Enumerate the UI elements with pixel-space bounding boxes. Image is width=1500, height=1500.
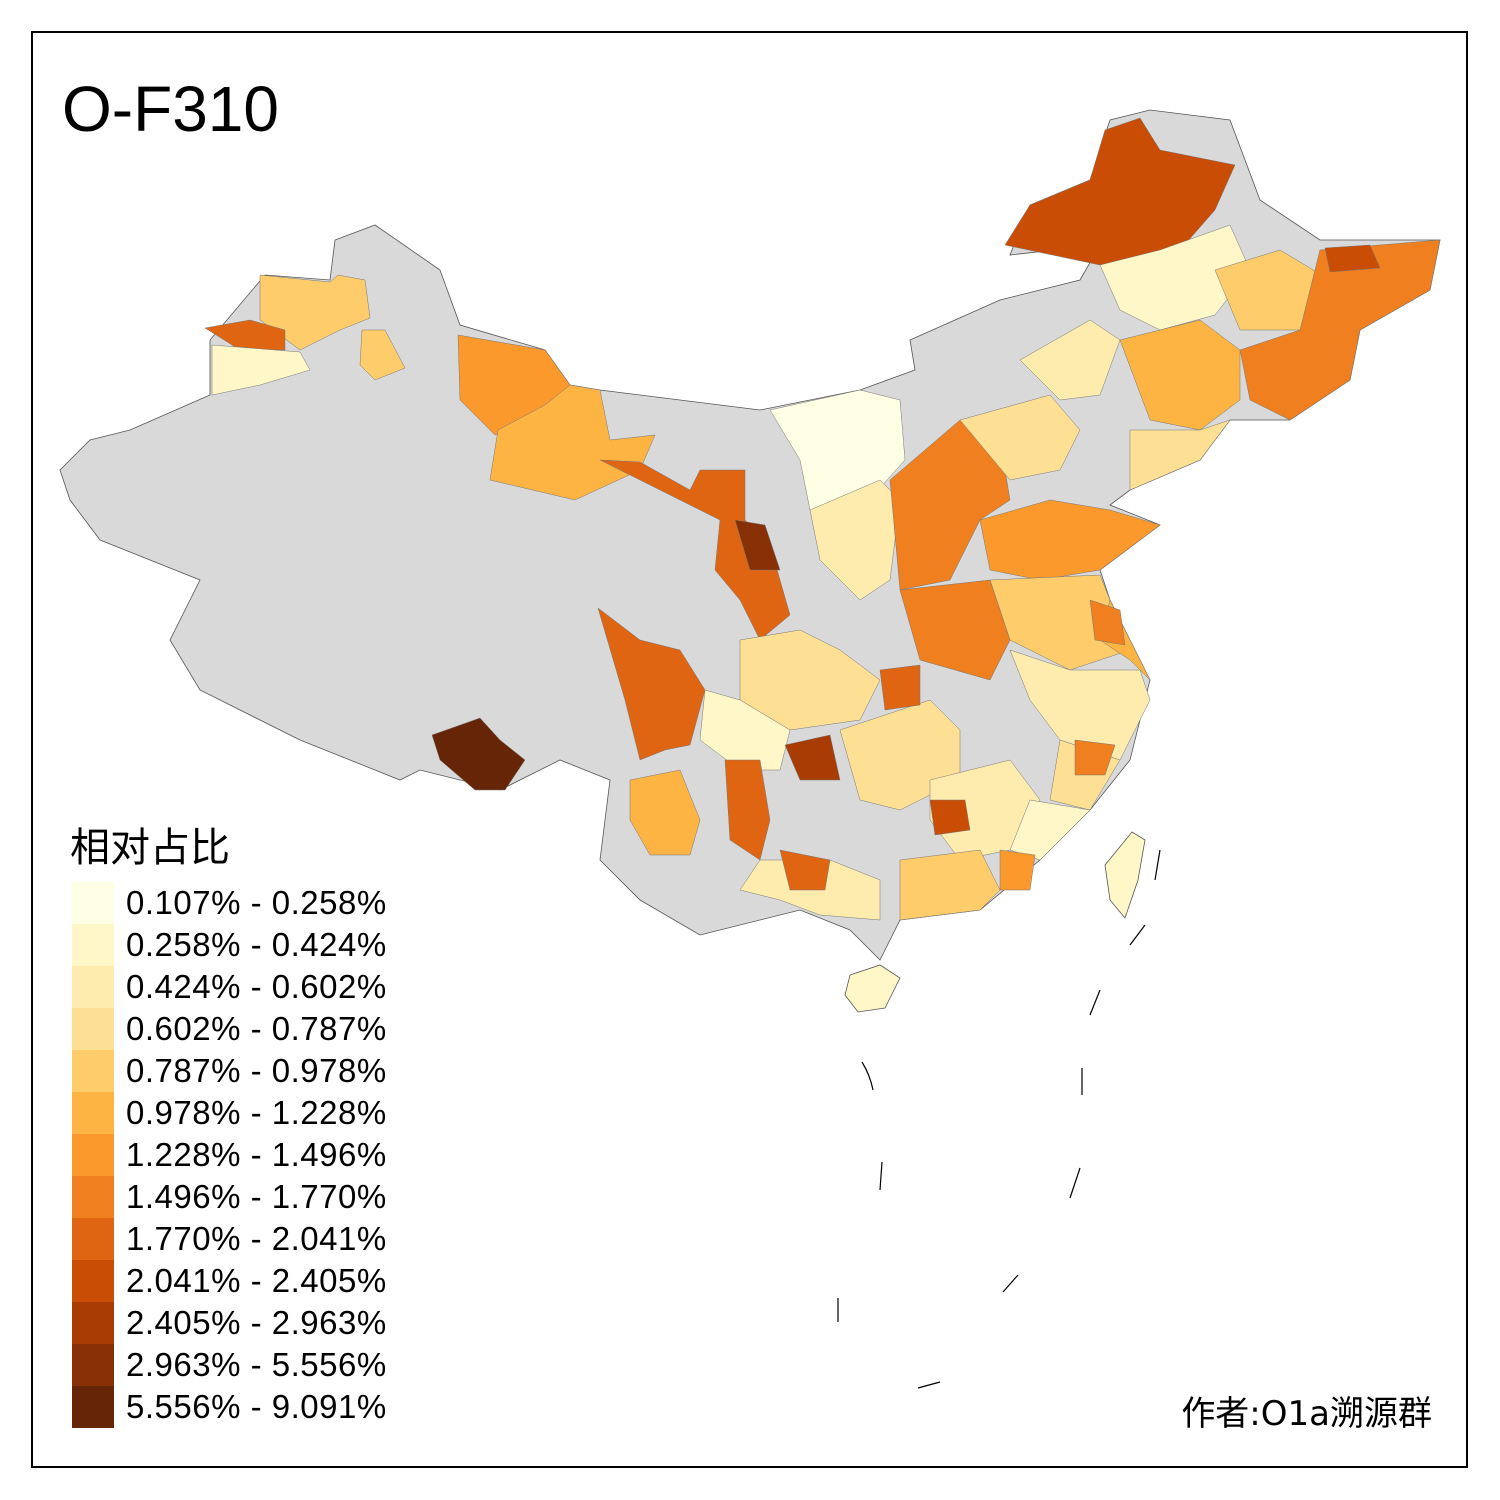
map-region: [1074, 739, 1116, 776]
legend-label: 0.424% - 0.602%: [126, 968, 387, 1005]
map-region: [979, 499, 1161, 581]
legend-swatch: [72, 1008, 114, 1050]
map-region: [1019, 319, 1121, 401]
legend-item: 0.107% - 0.258%: [72, 882, 387, 924]
legend-label: 2.041% - 2.405%: [126, 1262, 387, 1299]
legend-item: 0.978% - 1.228%: [72, 1092, 387, 1134]
map-region: [1009, 649, 1151, 761]
legend-swatch: [72, 1344, 114, 1386]
map-region: [959, 394, 1081, 481]
legend-item: 0.258% - 0.424%: [72, 924, 387, 966]
map-region: [734, 519, 781, 571]
legend-swatch: [72, 1302, 114, 1344]
hainan-island: [844, 964, 901, 1013]
legend-label: 0.602% - 0.787%: [126, 1010, 387, 1047]
map-region: [1239, 239, 1441, 421]
map-region: [999, 849, 1036, 891]
map-frame: [31, 31, 1468, 1468]
south-china-sea-islands: [837, 849, 1161, 1389]
legend-item: 2.963% - 5.556%: [72, 1344, 387, 1386]
legend-label: 0.787% - 0.978%: [126, 1052, 387, 1089]
legend-label: 0.107% - 0.258%: [126, 884, 387, 921]
map-region: [779, 849, 831, 891]
legend-item: 5.556% - 9.091%: [72, 1386, 387, 1428]
map-region: [699, 689, 791, 771]
map-region: [899, 579, 1011, 681]
legend-label: 1.228% - 1.496%: [126, 1136, 387, 1173]
legend-item: 1.770% - 2.041%: [72, 1218, 387, 1260]
map-region: [899, 849, 1001, 921]
map-region: [599, 459, 791, 641]
legend-swatch: [72, 1176, 114, 1218]
legend-item: 0.787% - 0.978%: [72, 1050, 387, 1092]
map-region: [724, 759, 771, 861]
map-region: [929, 799, 971, 836]
map-region: [879, 664, 921, 711]
legend-label: 0.258% - 0.424%: [126, 926, 387, 963]
legend-swatch: [72, 882, 114, 924]
legend-label: 2.405% - 2.963%: [126, 1304, 387, 1341]
map-region: [784, 734, 841, 781]
legend: 0.107% - 0.258% 0.258% - 0.424% 0.424% - 0…: [72, 882, 387, 1428]
legend-label: 0.978% - 1.228%: [126, 1094, 387, 1131]
map-region: [204, 319, 286, 351]
legend-item: 1.228% - 1.496%: [72, 1134, 387, 1176]
legend-item: 0.602% - 0.787%: [72, 1008, 387, 1050]
legend-label: 2.963% - 5.556%: [126, 1346, 387, 1383]
legend-swatch: [72, 1218, 114, 1260]
author-credit: 作者:O1a溯源群: [1181, 1394, 1432, 1434]
map-region: [211, 344, 311, 396]
legend-title: 相对占比: [70, 825, 230, 871]
legend-swatch: [72, 1134, 114, 1176]
legend-item: 1.496% - 1.770%: [72, 1176, 387, 1218]
map-region: [809, 479, 901, 601]
legend-label: 5.556% - 9.091%: [126, 1388, 387, 1425]
map-region: [1119, 319, 1241, 431]
map-region: [597, 607, 706, 761]
map-region: [1009, 799, 1091, 861]
map-region: [359, 329, 406, 381]
map-region: [431, 717, 526, 791]
legend-swatch: [72, 966, 114, 1008]
map-title: O-F310: [62, 73, 279, 145]
legend-swatch: [72, 1092, 114, 1134]
legend-label: 1.496% - 1.770%: [126, 1178, 387, 1215]
map-region: [1129, 419, 1231, 491]
legend-item: 2.405% - 2.963%: [72, 1302, 387, 1344]
legend-label: 1.770% - 2.041%: [126, 1220, 387, 1257]
map-region: [1089, 599, 1126, 646]
map-region: [489, 384, 656, 501]
legend-item: 0.424% - 0.602%: [72, 966, 387, 1008]
map-region: [629, 769, 701, 856]
legend-swatch: [72, 1260, 114, 1302]
legend-swatch: [72, 924, 114, 966]
map-region: [1324, 244, 1381, 273]
legend-item: 2.041% - 2.405%: [72, 1260, 387, 1302]
taiwan-island: [1104, 831, 1146, 919]
legend-swatch: [72, 1050, 114, 1092]
legend-swatch: [72, 1386, 114, 1428]
